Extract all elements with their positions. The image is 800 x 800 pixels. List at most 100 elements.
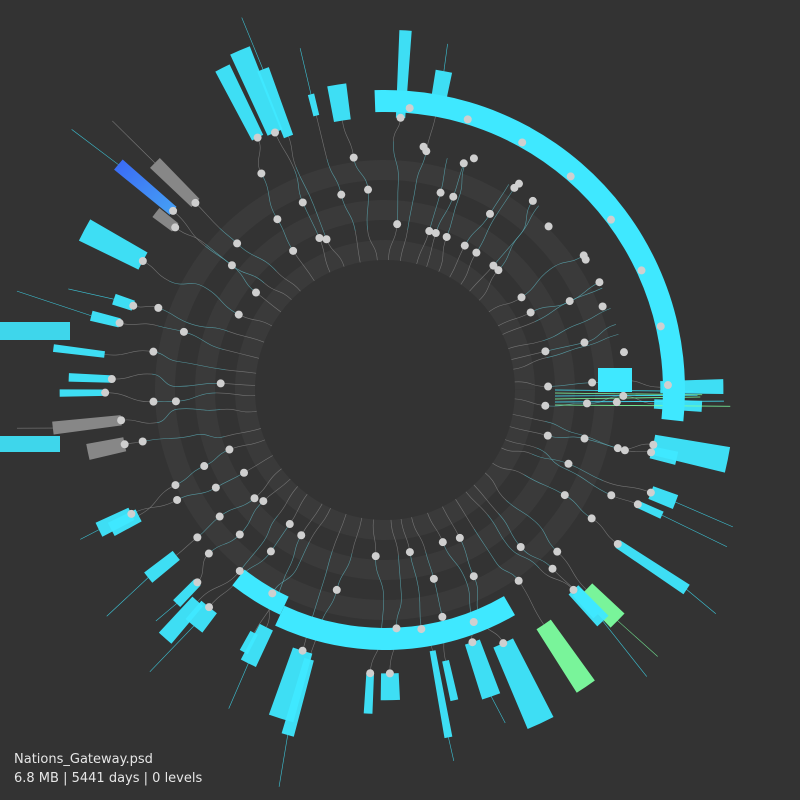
tree-edge xyxy=(396,182,399,225)
tree-edge xyxy=(342,120,355,158)
leaf-block xyxy=(150,157,200,208)
tree-edge xyxy=(323,550,333,582)
leaf-ray xyxy=(278,734,288,787)
tree-edge xyxy=(300,503,323,536)
tree-edge xyxy=(332,513,347,551)
leaf-block xyxy=(493,638,554,730)
tree-node xyxy=(392,624,401,633)
tree-edge xyxy=(536,447,564,469)
tree-node xyxy=(619,391,628,400)
tree-edge xyxy=(257,137,262,174)
tree-edge xyxy=(623,395,655,405)
tree-edge xyxy=(509,426,548,436)
tree-node xyxy=(285,520,294,529)
tree-edge xyxy=(508,340,543,349)
tree-edge xyxy=(176,487,217,501)
tree-node xyxy=(297,531,306,540)
tree-node xyxy=(633,500,642,509)
leaf-block xyxy=(464,639,501,700)
tree-nodes xyxy=(101,104,672,678)
tree-edge xyxy=(547,435,585,439)
leaf-ray xyxy=(661,514,728,548)
tree-node xyxy=(548,564,557,573)
tree-edge xyxy=(568,463,603,481)
tree-node xyxy=(598,302,607,311)
leaf-block xyxy=(144,550,180,583)
tree-edge xyxy=(446,198,459,238)
size-arc xyxy=(232,569,289,615)
tree-edge xyxy=(105,392,154,402)
tree-edge xyxy=(487,514,508,546)
tree-edge xyxy=(545,421,576,434)
leaf-block xyxy=(78,219,148,270)
tree-node xyxy=(171,397,180,406)
file-stats: 6.8 MB | 5441 days | 0 levels xyxy=(14,771,203,786)
leaf-ray xyxy=(155,603,177,622)
tree-edge xyxy=(519,205,539,236)
tree-edge xyxy=(428,192,441,232)
tree-edge xyxy=(351,517,363,554)
leaf-ray xyxy=(686,589,717,614)
tree-node xyxy=(169,206,178,215)
tree-node xyxy=(663,381,672,390)
leaf-block xyxy=(363,672,375,714)
tree-node xyxy=(580,338,589,347)
leaf-blocks xyxy=(0,17,733,787)
leaf-ray xyxy=(71,129,119,165)
tree-node xyxy=(647,448,656,457)
tree-edge xyxy=(388,224,398,261)
tree-node xyxy=(332,585,341,594)
file-info-panel: Nations_Gateway.psd 6.8 MB | 5441 days |… xyxy=(14,750,202,788)
tree-edge xyxy=(316,115,328,159)
leaf-block xyxy=(327,83,351,123)
tree-edge xyxy=(261,173,278,220)
tree-edge xyxy=(295,166,314,206)
tree-node xyxy=(268,589,277,598)
tree-edge xyxy=(512,414,546,422)
leaf-ray xyxy=(80,529,99,540)
tree-edge xyxy=(231,265,265,284)
tree-edge xyxy=(254,468,282,499)
tree-edge xyxy=(476,216,496,253)
leaf-ray xyxy=(68,288,114,300)
leaf-block xyxy=(158,596,204,644)
leaf-block xyxy=(636,501,664,519)
leaf-block xyxy=(580,583,625,628)
leaf-block xyxy=(651,434,731,473)
tree-edge xyxy=(138,484,176,516)
tree-edge xyxy=(340,194,356,232)
tree-edge xyxy=(191,323,229,332)
leaf-block xyxy=(173,579,201,607)
tree-edge xyxy=(498,235,520,271)
tree-edge xyxy=(531,453,569,465)
tree-node xyxy=(613,444,622,453)
tree-node xyxy=(337,190,346,199)
tree-node xyxy=(193,533,202,542)
tree-edge xyxy=(501,447,532,455)
tree-node xyxy=(179,327,188,336)
tree-node xyxy=(613,539,622,548)
tree-edge xyxy=(158,307,192,325)
tree-edge xyxy=(366,189,369,230)
tree-node xyxy=(518,138,527,147)
tree-node xyxy=(315,233,324,242)
leaf-block xyxy=(649,446,679,465)
tree-node xyxy=(235,566,244,575)
tree-node xyxy=(607,491,616,500)
tree-node xyxy=(101,388,110,397)
tree-edge xyxy=(442,542,466,579)
tree-edge xyxy=(435,196,454,234)
tree-edge xyxy=(142,434,196,442)
leaf-ray xyxy=(675,501,733,528)
tree-edge xyxy=(313,205,327,240)
tree-node xyxy=(289,246,298,255)
size-arcs xyxy=(232,90,685,651)
tree-node xyxy=(460,241,469,250)
tree-node xyxy=(120,440,129,449)
leaf-block xyxy=(0,436,60,452)
tree-edge xyxy=(372,519,377,557)
leaf-block xyxy=(230,46,283,136)
tree-node xyxy=(429,574,438,583)
leaf-ray xyxy=(241,17,264,70)
tree-edge xyxy=(228,331,265,343)
